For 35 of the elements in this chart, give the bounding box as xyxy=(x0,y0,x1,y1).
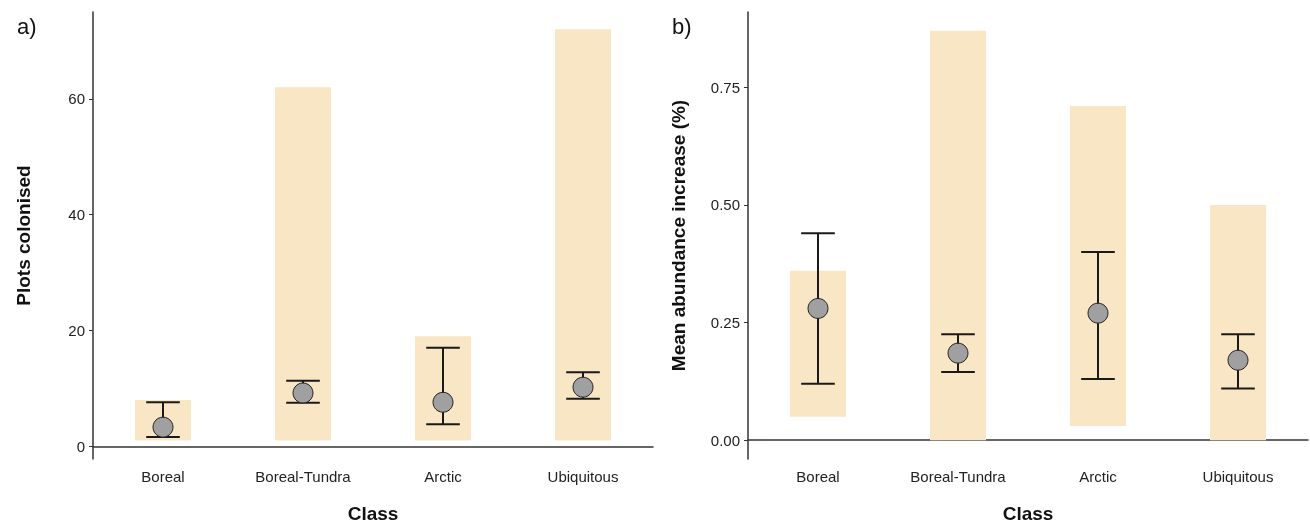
chart-title: b) xyxy=(672,13,692,39)
point xyxy=(1227,349,1249,371)
x-tick-label: Arctic xyxy=(1079,468,1118,485)
x-tick-label: Boreal-Tundra xyxy=(255,468,352,485)
y-tick-label: 0.25 xyxy=(710,314,740,332)
chart-title: a) xyxy=(17,13,37,39)
bar xyxy=(790,270,846,417)
point xyxy=(292,382,314,404)
bar xyxy=(1070,106,1126,427)
y-tick-label: 0 xyxy=(76,437,85,455)
y-tick-label: 40 xyxy=(68,206,85,224)
x-tick-label: Boreal xyxy=(141,468,185,485)
point xyxy=(807,297,829,319)
bar xyxy=(1210,204,1266,441)
point xyxy=(1087,302,1109,324)
point xyxy=(432,391,454,413)
y-tick-label: 20 xyxy=(68,321,85,339)
y-tick-label: 60 xyxy=(68,90,85,108)
y-axis-title: Plots colonised xyxy=(13,165,34,306)
bar xyxy=(930,30,986,441)
x-tick-label: Boreal-Tundra xyxy=(910,468,1007,485)
bar xyxy=(275,87,331,441)
y-axis-title: Mean abundance increase (%) xyxy=(668,99,689,372)
y-tick-label: 0.50 xyxy=(710,196,740,214)
point xyxy=(947,342,969,364)
y-tick-label: 0.00 xyxy=(710,431,740,449)
point xyxy=(572,376,594,398)
x-tick-label: Ubiquitous xyxy=(547,468,619,485)
y-tick-label: 0.75 xyxy=(710,78,740,96)
x-axis-title: Class xyxy=(1002,503,1054,524)
x-tick-label: Arctic xyxy=(424,468,463,485)
x-axis-title: Class xyxy=(347,503,399,524)
x-tick-label: Ubiquitous xyxy=(1202,468,1274,485)
x-tick-label: Boreal xyxy=(796,468,840,485)
bar xyxy=(555,29,611,441)
